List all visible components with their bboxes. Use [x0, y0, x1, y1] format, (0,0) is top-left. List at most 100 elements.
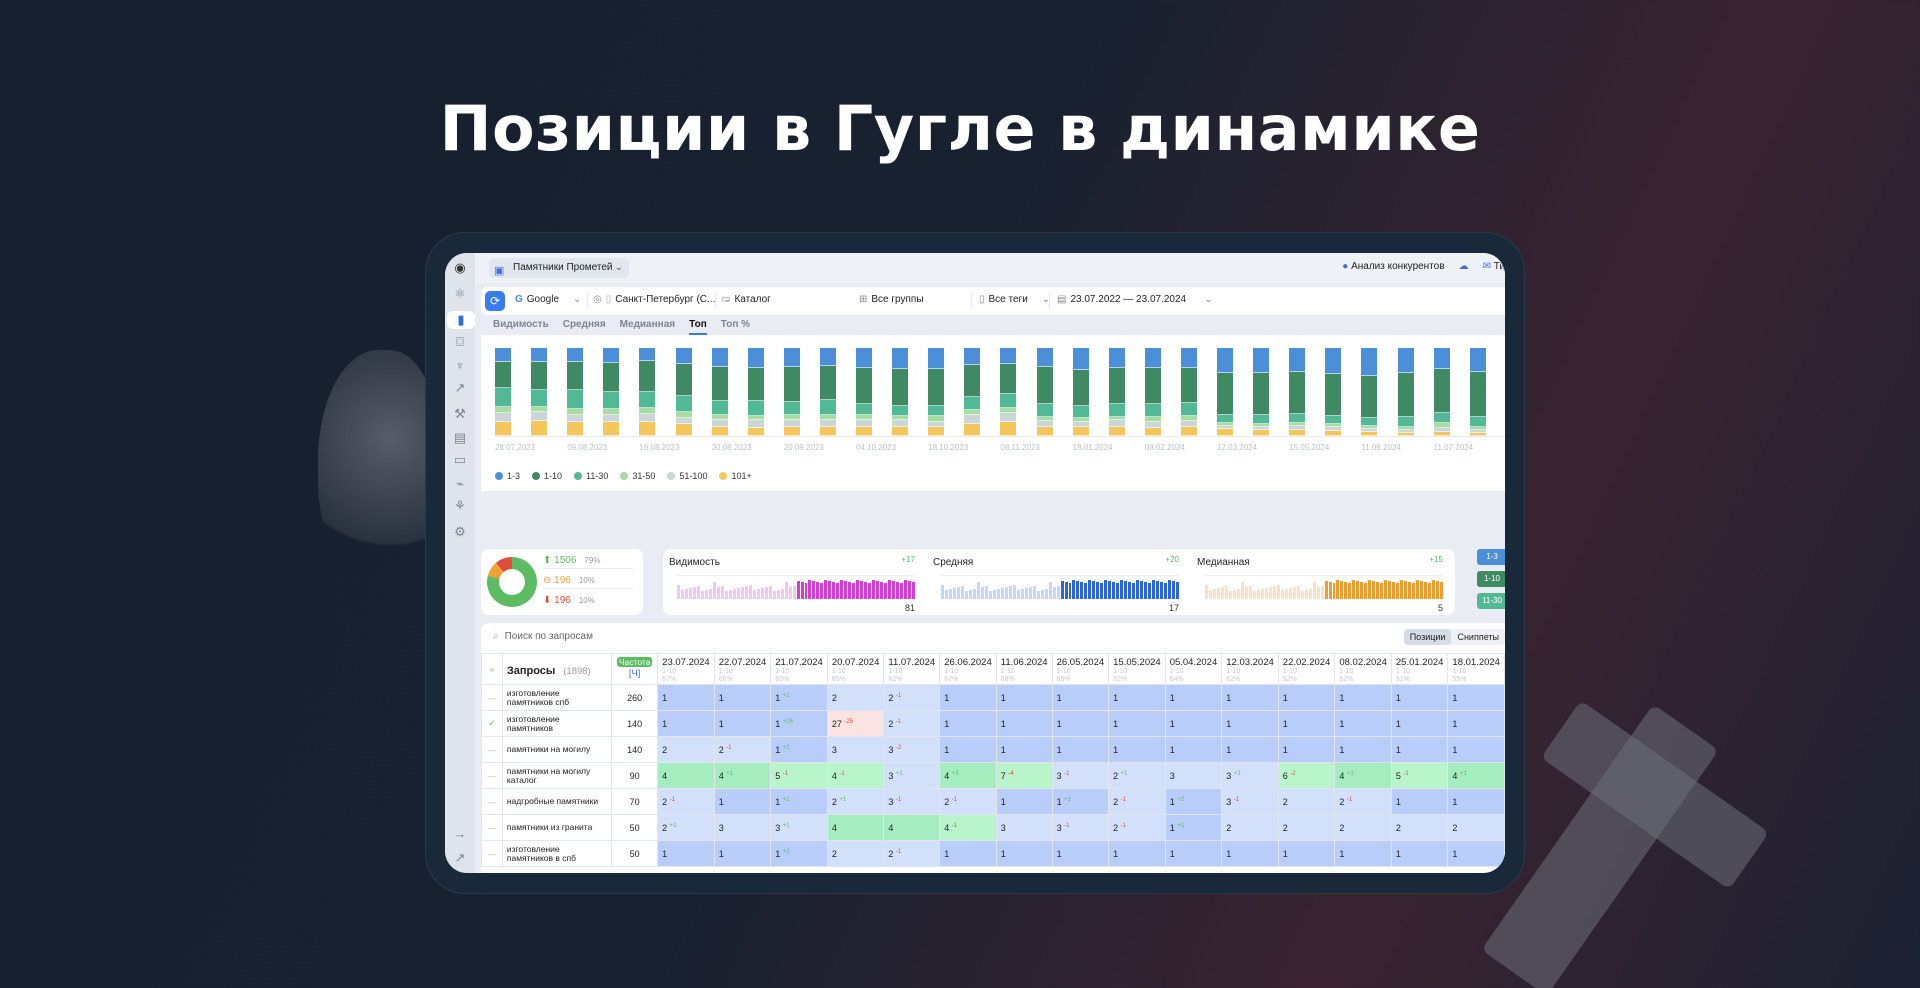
position-cell[interactable]: 1 [713, 788, 772, 815]
row-status[interactable]: — [481, 840, 503, 867]
trophy-icon[interactable]: ♆ [455, 358, 465, 373]
position-cell[interactable]: 1 [1164, 840, 1223, 867]
snippets-toggle[interactable]: Сниппеты [1457, 632, 1499, 642]
engine-select[interactable]: G Google ⌄ [515, 294, 581, 305]
position-cell[interactable]: 1 [995, 710, 1053, 737]
position-cell[interactable]: 1 +1 [770, 788, 828, 815]
position-cell[interactable]: 4 +1 [713, 762, 772, 789]
position-cell[interactable]: 1 +1 [770, 840, 828, 867]
position-cell[interactable]: 1 [995, 788, 1053, 815]
tags-select[interactable]: ▯ Все теги ⌄ [979, 294, 1050, 305]
position-cell[interactable]: 2 [657, 736, 715, 763]
position-cell[interactable]: 5 -1 [1390, 762, 1449, 789]
atom-icon[interactable]: ⚛ [454, 286, 466, 301]
position-cell[interactable]: 3 [713, 814, 772, 841]
date-column-header[interactable]: 20.07.2024 1-10 65% [826, 653, 885, 685]
row-status[interactable]: — [481, 762, 503, 789]
position-cell[interactable]: 1 [1334, 840, 1392, 867]
position-cell[interactable]: 3 [995, 814, 1053, 841]
frequency-header[interactable]: Частота [Ч] [611, 653, 659, 685]
position-cell[interactable]: 1 [1051, 840, 1110, 867]
position-cell[interactable]: 3 -1 [883, 788, 941, 815]
position-cell[interactable]: 2 [1221, 814, 1279, 841]
position-cell[interactable]: 2 -1 [657, 788, 715, 815]
bar-chart-icon[interactable]: ▮ [447, 311, 475, 329]
top-badge-0[interactable]: 1-3 [1477, 549, 1505, 565]
position-cell[interactable]: 1 [1277, 736, 1336, 763]
position-cell[interactable]: 1 [939, 736, 997, 763]
position-cell[interactable]: 1 [657, 684, 715, 711]
position-cell[interactable]: 5 -1 [770, 762, 828, 789]
position-cell[interactable]: 2 -1 [883, 710, 941, 737]
position-cell[interactable]: 1 [1277, 684, 1336, 711]
refresh-button[interactable]: ⟳ [485, 291, 505, 311]
target-icon[interactable]: ⌖ [481, 653, 503, 685]
position-cell[interactable]: 1 +1 [1164, 814, 1223, 841]
position-cell[interactable]: 1 [657, 840, 715, 867]
position-cell[interactable]: 3 +1 [883, 762, 941, 789]
position-cell[interactable]: 1 [1108, 684, 1166, 711]
position-cell[interactable]: 2 [826, 684, 885, 711]
date-column-header[interactable]: 26.05.2024 1-10 65% [1051, 653, 1110, 685]
queries-header[interactable]: Запросы (1898) [501, 653, 613, 685]
catalog-select[interactable]: ▭ Каталог [721, 294, 771, 305]
position-cell[interactable]: 2 +1 [657, 814, 715, 841]
position-cell[interactable]: 1 +1 [770, 684, 828, 711]
cards-icon[interactable]: ▤ [453, 430, 467, 445]
position-cell[interactable]: 1 [995, 840, 1053, 867]
position-cell[interactable]: 3 -1 [1051, 814, 1110, 841]
position-cell[interactable]: 3 -1 [1051, 762, 1110, 789]
satellite-icon[interactable]: ⌁ [456, 476, 464, 491]
position-cell[interactable]: 2 [1277, 788, 1336, 815]
tab-2[interactable]: Медианная [619, 319, 676, 330]
tab-4[interactable]: Топ % [720, 319, 751, 330]
hammer-icon[interactable]: ⚒ [454, 406, 466, 421]
position-cell[interactable]: 1 [1334, 736, 1392, 763]
position-cell[interactable]: 1 [657, 710, 715, 737]
position-cell[interactable]: 1 [1108, 710, 1166, 737]
position-cell[interactable]: 1 [995, 736, 1053, 763]
position-cell[interactable]: 3 [1164, 762, 1223, 789]
position-cell[interactable]: 1 +2 [1164, 788, 1223, 815]
trend-icon[interactable]: ↗ [454, 380, 466, 395]
date-column-header[interactable]: 22.07.2024 1-10 66% [713, 653, 772, 685]
position-cell[interactable]: 1 [1390, 684, 1449, 711]
position-cell[interactable]: 4 +3 [939, 762, 997, 789]
position-cell[interactable]: 2 [826, 840, 885, 867]
legend-item-4[interactable]: 51-100 [667, 471, 707, 481]
scan-icon[interactable]: ⌼ [456, 334, 464, 349]
position-cell[interactable]: 2 -1 [883, 684, 941, 711]
date-column-header[interactable]: 26.06.2024 1-10 67% [939, 653, 997, 685]
date-column-header[interactable]: 22.02.2024 1-10 52% [1277, 653, 1336, 685]
top-badge-1[interactable]: 1-10 [1477, 571, 1505, 587]
position-cell[interactable]: 1 [1164, 736, 1223, 763]
position-cell[interactable]: 4 +1 [1447, 762, 1505, 789]
project-selector[interactable]: ▣ Памятники Прометей ⌄ [489, 258, 629, 278]
position-cell[interactable]: 1 [1221, 710, 1279, 737]
external-link-icon[interactable]: ↗ [454, 850, 466, 865]
position-cell[interactable]: 1 [1277, 710, 1336, 737]
position-cell[interactable]: 1 [1164, 710, 1223, 737]
position-cell[interactable]: 1 [1164, 684, 1223, 711]
row-status[interactable]: ✓ [481, 710, 503, 737]
position-cell[interactable]: 4 -1 [939, 814, 997, 841]
competitors-link[interactable]: ● Анализ конкурентов [1342, 261, 1444, 272]
position-cell[interactable]: 1 [1447, 684, 1505, 711]
position-cell[interactable]: 4 [883, 814, 941, 841]
position-cell[interactable]: 6 -2 [1277, 762, 1336, 789]
position-cell[interactable]: 1 [1051, 710, 1110, 737]
query-search[interactable]: ⌕ Поиск по запросам [493, 631, 593, 642]
position-cell[interactable]: 2 -1 [1108, 814, 1166, 841]
position-cell[interactable]: 7 -4 [995, 762, 1053, 789]
position-cell[interactable]: 2 [1447, 814, 1505, 841]
position-cell[interactable]: 2 -1 [883, 840, 941, 867]
position-cell[interactable]: 1 [1221, 684, 1279, 711]
legend-item-2[interactable]: 11-30 [574, 471, 608, 481]
position-cell[interactable]: 1 [1108, 840, 1166, 867]
date-column-header[interactable]: 12.03.2024 1-10 62% [1221, 653, 1279, 685]
arrow-right-icon[interactable]: → [453, 826, 467, 841]
position-cell[interactable]: 1 [1051, 736, 1110, 763]
cloud-upload-icon[interactable]: ☁ [1458, 261, 1469, 272]
gear-icon[interactable]: ⚙ [454, 524, 466, 539]
table-row[interactable]: — памятники из гранита 50 2 +1 3 3 +1 4 4 4 -1 3 3… [481, 814, 1505, 841]
